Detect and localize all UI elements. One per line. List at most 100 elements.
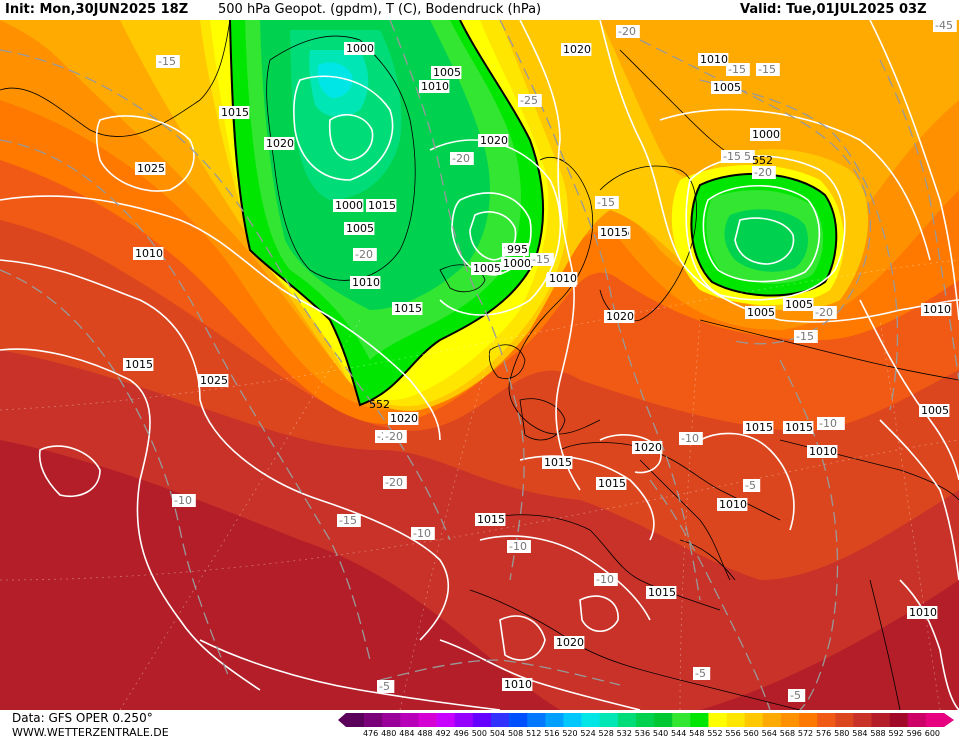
temperature-label-bg — [721, 150, 745, 163]
legend-swatch — [581, 713, 600, 727]
legend-swatch — [472, 713, 492, 727]
legend-swatch — [346, 713, 365, 727]
legend-level-label: 540 — [652, 729, 669, 738]
temperature-label: -25 — [520, 94, 538, 107]
geopotential-552-contour — [229, 20, 838, 407]
temperature-label: -10 — [509, 540, 527, 553]
legend-level-label: 508 — [507, 729, 524, 738]
temperature-label: -10 — [819, 417, 837, 430]
pressure-label: 1020 — [266, 137, 294, 150]
pressure-label-bg — [198, 374, 229, 387]
legend-level-label: 492 — [435, 729, 451, 738]
legend-swatch — [690, 713, 709, 727]
pressure-label-bg — [598, 226, 629, 239]
weather-map: 1000100510101015102010259951000100510101… — [0, 20, 959, 710]
temperature-label: -15 — [532, 253, 550, 266]
legend-level-label: 580 — [834, 729, 850, 738]
temperature-label: -15 — [758, 63, 776, 76]
pressure-label-bg — [505, 243, 529, 256]
pressure-label: 1015 — [598, 477, 626, 490]
temperature-label: -20 — [754, 166, 772, 179]
geopotential-label: 552 — [752, 154, 773, 167]
pressure-label: 1005 — [747, 306, 775, 319]
legend-level-label: 476 — [362, 729, 379, 738]
pressure-label-bg — [388, 412, 419, 425]
legend-swatch — [853, 713, 872, 727]
temperature-label: -20 — [385, 430, 403, 443]
pressure-label-bg — [542, 456, 573, 469]
pressure-label: 1015 — [785, 421, 813, 434]
legend-level-label: 568 — [779, 729, 796, 738]
temperature-label-bg — [337, 514, 361, 527]
pressure-label-bg — [502, 678, 533, 691]
legend-arrow-low — [338, 713, 346, 727]
pressure-label-bg — [711, 81, 742, 94]
pressure-label-bg — [431, 66, 462, 79]
legend-swatch — [871, 713, 890, 727]
pressure-label-bg — [123, 358, 154, 371]
temperature-label-bg — [411, 527, 435, 540]
legend-swatch — [364, 713, 383, 727]
pressure-label-bg — [921, 303, 952, 316]
legend-level-label: 552 — [707, 729, 723, 738]
legend-level-label: 516 — [544, 729, 560, 738]
legend-swatch — [654, 713, 673, 727]
pressure-label-bg — [350, 276, 381, 289]
legend-swatch — [400, 713, 419, 727]
legend-swatch — [490, 713, 510, 727]
legend-level-label: 496 — [453, 729, 469, 738]
legend-arrow-high — [944, 713, 954, 727]
pressure-label-bg — [419, 80, 450, 93]
legend-swatch — [708, 713, 727, 727]
website-credit: WWW.WETTERZENTRALE.DE — [12, 726, 169, 739]
legend-level-label: 536 — [634, 729, 651, 738]
legend-swatch — [599, 713, 619, 727]
legend-level-label: 600 — [924, 729, 941, 738]
temperature-label-bg — [383, 430, 407, 443]
pressure-label-bg — [501, 257, 532, 270]
legend-level-label: 528 — [598, 729, 614, 738]
temperature-label-bg — [933, 20, 957, 32]
legend-swatch — [835, 713, 854, 727]
legend-level-label: 520 — [562, 729, 578, 738]
pressure-label: 1020 — [634, 441, 662, 454]
temperature-label-bg — [756, 63, 780, 76]
pressure-label-bg — [219, 106, 250, 119]
temperature-label: -10 — [413, 527, 431, 540]
temperature-label-bg — [353, 248, 377, 261]
pressure-label: 1010 — [421, 80, 449, 93]
pressure-label-bg — [471, 262, 502, 275]
temperature-label-bg — [377, 680, 395, 693]
temperature-label-bg — [616, 25, 640, 38]
pressure-label: 1025 — [200, 374, 228, 387]
pressure-label-bg — [478, 134, 509, 147]
pressure-label-bg — [632, 441, 663, 454]
pressure-label: 1020 — [390, 412, 418, 425]
legend-swatch — [635, 713, 655, 727]
pressure-label: 1010 — [700, 53, 728, 66]
legend-level-label: 484 — [399, 729, 415, 738]
temperature-label: -20 — [815, 306, 833, 319]
pressure-label: 1010 — [923, 303, 951, 316]
pressure-label: 1015 — [125, 358, 153, 371]
pressure-label: 1005 — [433, 66, 461, 79]
temperature-label-bg — [679, 432, 703, 445]
temperature-label-bg — [788, 689, 806, 702]
pressure-label-bg — [561, 43, 592, 56]
valid-time: Valid: Tue,01JUL2025 03Z — [740, 2, 927, 17]
legend-swatch — [617, 713, 637, 727]
pressure-label-bg — [907, 606, 938, 619]
temperature-label: -45 — [935, 20, 953, 32]
temperature-label: -5 — [790, 689, 801, 702]
temperature-label: -10 — [174, 494, 192, 507]
pressure-label-bg — [596, 477, 627, 490]
pressure-label-bg — [919, 404, 950, 417]
pressure-label: 1010 — [549, 272, 577, 285]
legend-level-label: 480 — [381, 729, 397, 738]
legend-swatch — [563, 713, 582, 727]
graticule — [0, 259, 959, 710]
temperature-label-bg — [794, 330, 818, 343]
pressure-label: 1005 — [473, 262, 501, 275]
temperature-label: -15 — [158, 55, 176, 68]
pressure-label: 1000 — [503, 257, 531, 270]
